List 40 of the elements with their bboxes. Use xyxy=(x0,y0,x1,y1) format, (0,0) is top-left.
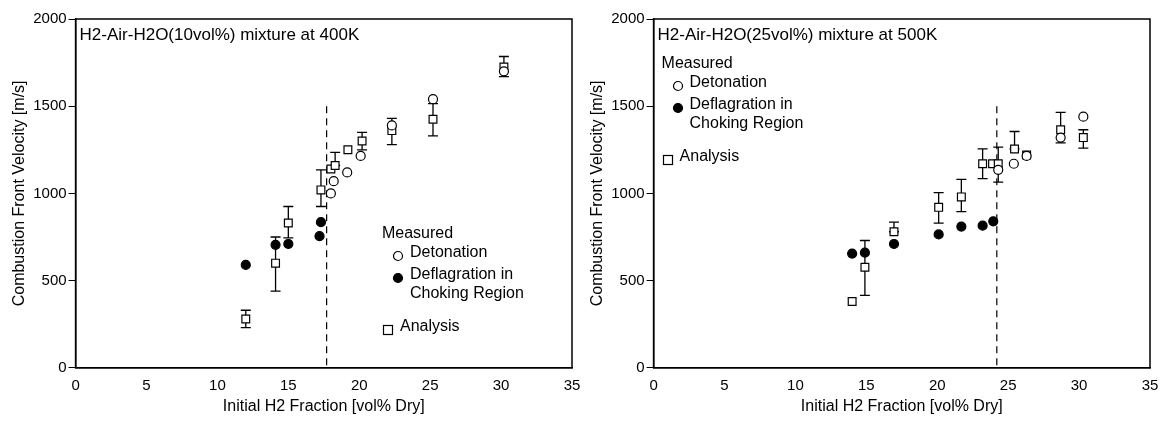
legend-label: Deflagration in Choking Region xyxy=(409,263,525,302)
chart-title: H2-Air-H2O(10vol%) mixture at 400K xyxy=(79,25,360,45)
y-axis-title: Combustion Front Velocity [m/s] xyxy=(10,80,28,307)
x-tick-label: 35 xyxy=(1141,375,1159,393)
y-tick-label: 2000 xyxy=(611,9,645,27)
x-tick-label: 0 xyxy=(649,375,658,393)
y-axis-title: Combustion Front Velocity [m/s] xyxy=(588,80,606,307)
y-tick-label: 1000 xyxy=(611,183,645,201)
y-tick-label: 1500 xyxy=(611,96,645,114)
x-tick-label: 30 xyxy=(1070,375,1088,393)
x-tick-label: 10 xyxy=(787,375,804,393)
x-tick-label: 5 xyxy=(142,375,151,393)
x-axis-title: Initial H2 Fraction [vol% Dry] xyxy=(222,396,425,414)
x-tick-label: 5 xyxy=(720,375,729,393)
chart-title: H2-Air-H2O(25vol%) mixture at 500K xyxy=(657,25,938,45)
x-tick-label: 0 xyxy=(71,375,80,393)
legend-label: Detonation xyxy=(409,241,488,261)
y-tick-label: 0 xyxy=(58,357,67,375)
y-tick-label: 1000 xyxy=(33,183,67,201)
x-tick-label: 25 xyxy=(999,375,1017,393)
x-tick-label: 15 xyxy=(857,375,875,393)
x-tick-label: 25 xyxy=(421,375,439,393)
y-tick-label: 500 xyxy=(619,270,645,288)
y-tick-label: 0 xyxy=(636,357,645,375)
y-tick-label: 500 xyxy=(41,270,67,288)
legend-title: Measured xyxy=(381,222,455,242)
x-tick-label: 15 xyxy=(279,375,297,393)
y-tick-label: 2000 xyxy=(33,9,67,27)
legend-label: Deflagration in Choking Region xyxy=(689,94,805,132)
x-tick-label: 20 xyxy=(928,375,946,393)
x-axis-title: Initial H2 Fraction [vol% Dry] xyxy=(800,396,1003,414)
legend-label: Analysis xyxy=(399,315,460,335)
legend-label: Detonation xyxy=(689,72,767,91)
x-tick-label: 30 xyxy=(492,375,510,393)
y-tick-label: 1500 xyxy=(33,96,67,114)
legend-label: Analysis xyxy=(679,146,740,165)
x-tick-label: 10 xyxy=(209,375,226,393)
x-tick-label: 20 xyxy=(350,375,368,393)
x-tick-label: 35 xyxy=(563,375,581,393)
legend-title: Measured xyxy=(661,53,734,72)
